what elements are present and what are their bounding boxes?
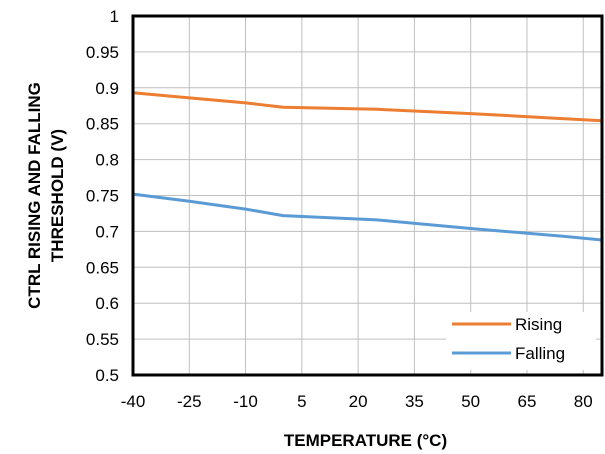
y-tick-label: 0.95: [86, 43, 119, 62]
series-line-falling: [132, 192, 603, 242]
y-axis-title: CTRL RISING AND FALLING THRESHOLD (V): [25, 82, 67, 309]
x-axis-tick-labels: -40 -25 -10 5 20 35 50 65 80: [121, 392, 593, 411]
x-tick-label: -10: [233, 392, 258, 411]
y-tick-label: 1: [110, 7, 119, 26]
x-axis-title: TEMPERATURE (°C): [284, 431, 447, 450]
x-tick-label: 5: [297, 392, 306, 411]
y-tick-label: 0.65: [86, 258, 119, 277]
y-tick-label: 0.9: [95, 79, 119, 98]
y-axis-tick-labels: 0.5 0.55 0.6 0.65 0.7 0.75 0.8 0.85 0.9 0.95 1: [86, 7, 119, 385]
y-axis-title-line-2: THRESHOLD (V): [48, 129, 67, 262]
x-tick-label: 35: [405, 392, 424, 411]
legend: Rising Falling: [446, 312, 596, 370]
series-lines: [132, 91, 603, 242]
series-line-rising: [132, 91, 603, 123]
legend-background: [446, 312, 596, 370]
x-tick-label: -25: [177, 392, 202, 411]
y-tick-label: 0.6: [95, 294, 119, 313]
x-tick-label: 20: [349, 392, 368, 411]
x-tick-label: 65: [517, 392, 536, 411]
plot-area-border: [131, 14, 604, 377]
y-tick-label: 0.5: [95, 366, 119, 385]
y-tick-label: 0.75: [86, 187, 119, 206]
grid: [132, 15, 602, 376]
legend-label-falling: Falling: [515, 344, 565, 363]
y-tick-label: 0.8: [95, 151, 119, 170]
y-tick-label: 0.7: [95, 222, 119, 241]
y-tick-label: 0.85: [86, 115, 119, 134]
x-tick-label: 50: [461, 392, 480, 411]
x-tick-label: 80: [574, 392, 593, 411]
y-axis-title-line-1: CTRL RISING AND FALLING: [25, 82, 44, 309]
legend-label-rising: Rising: [515, 315, 562, 334]
y-tick-label: 0.55: [86, 330, 119, 349]
x-tick-label: -40: [121, 392, 146, 411]
